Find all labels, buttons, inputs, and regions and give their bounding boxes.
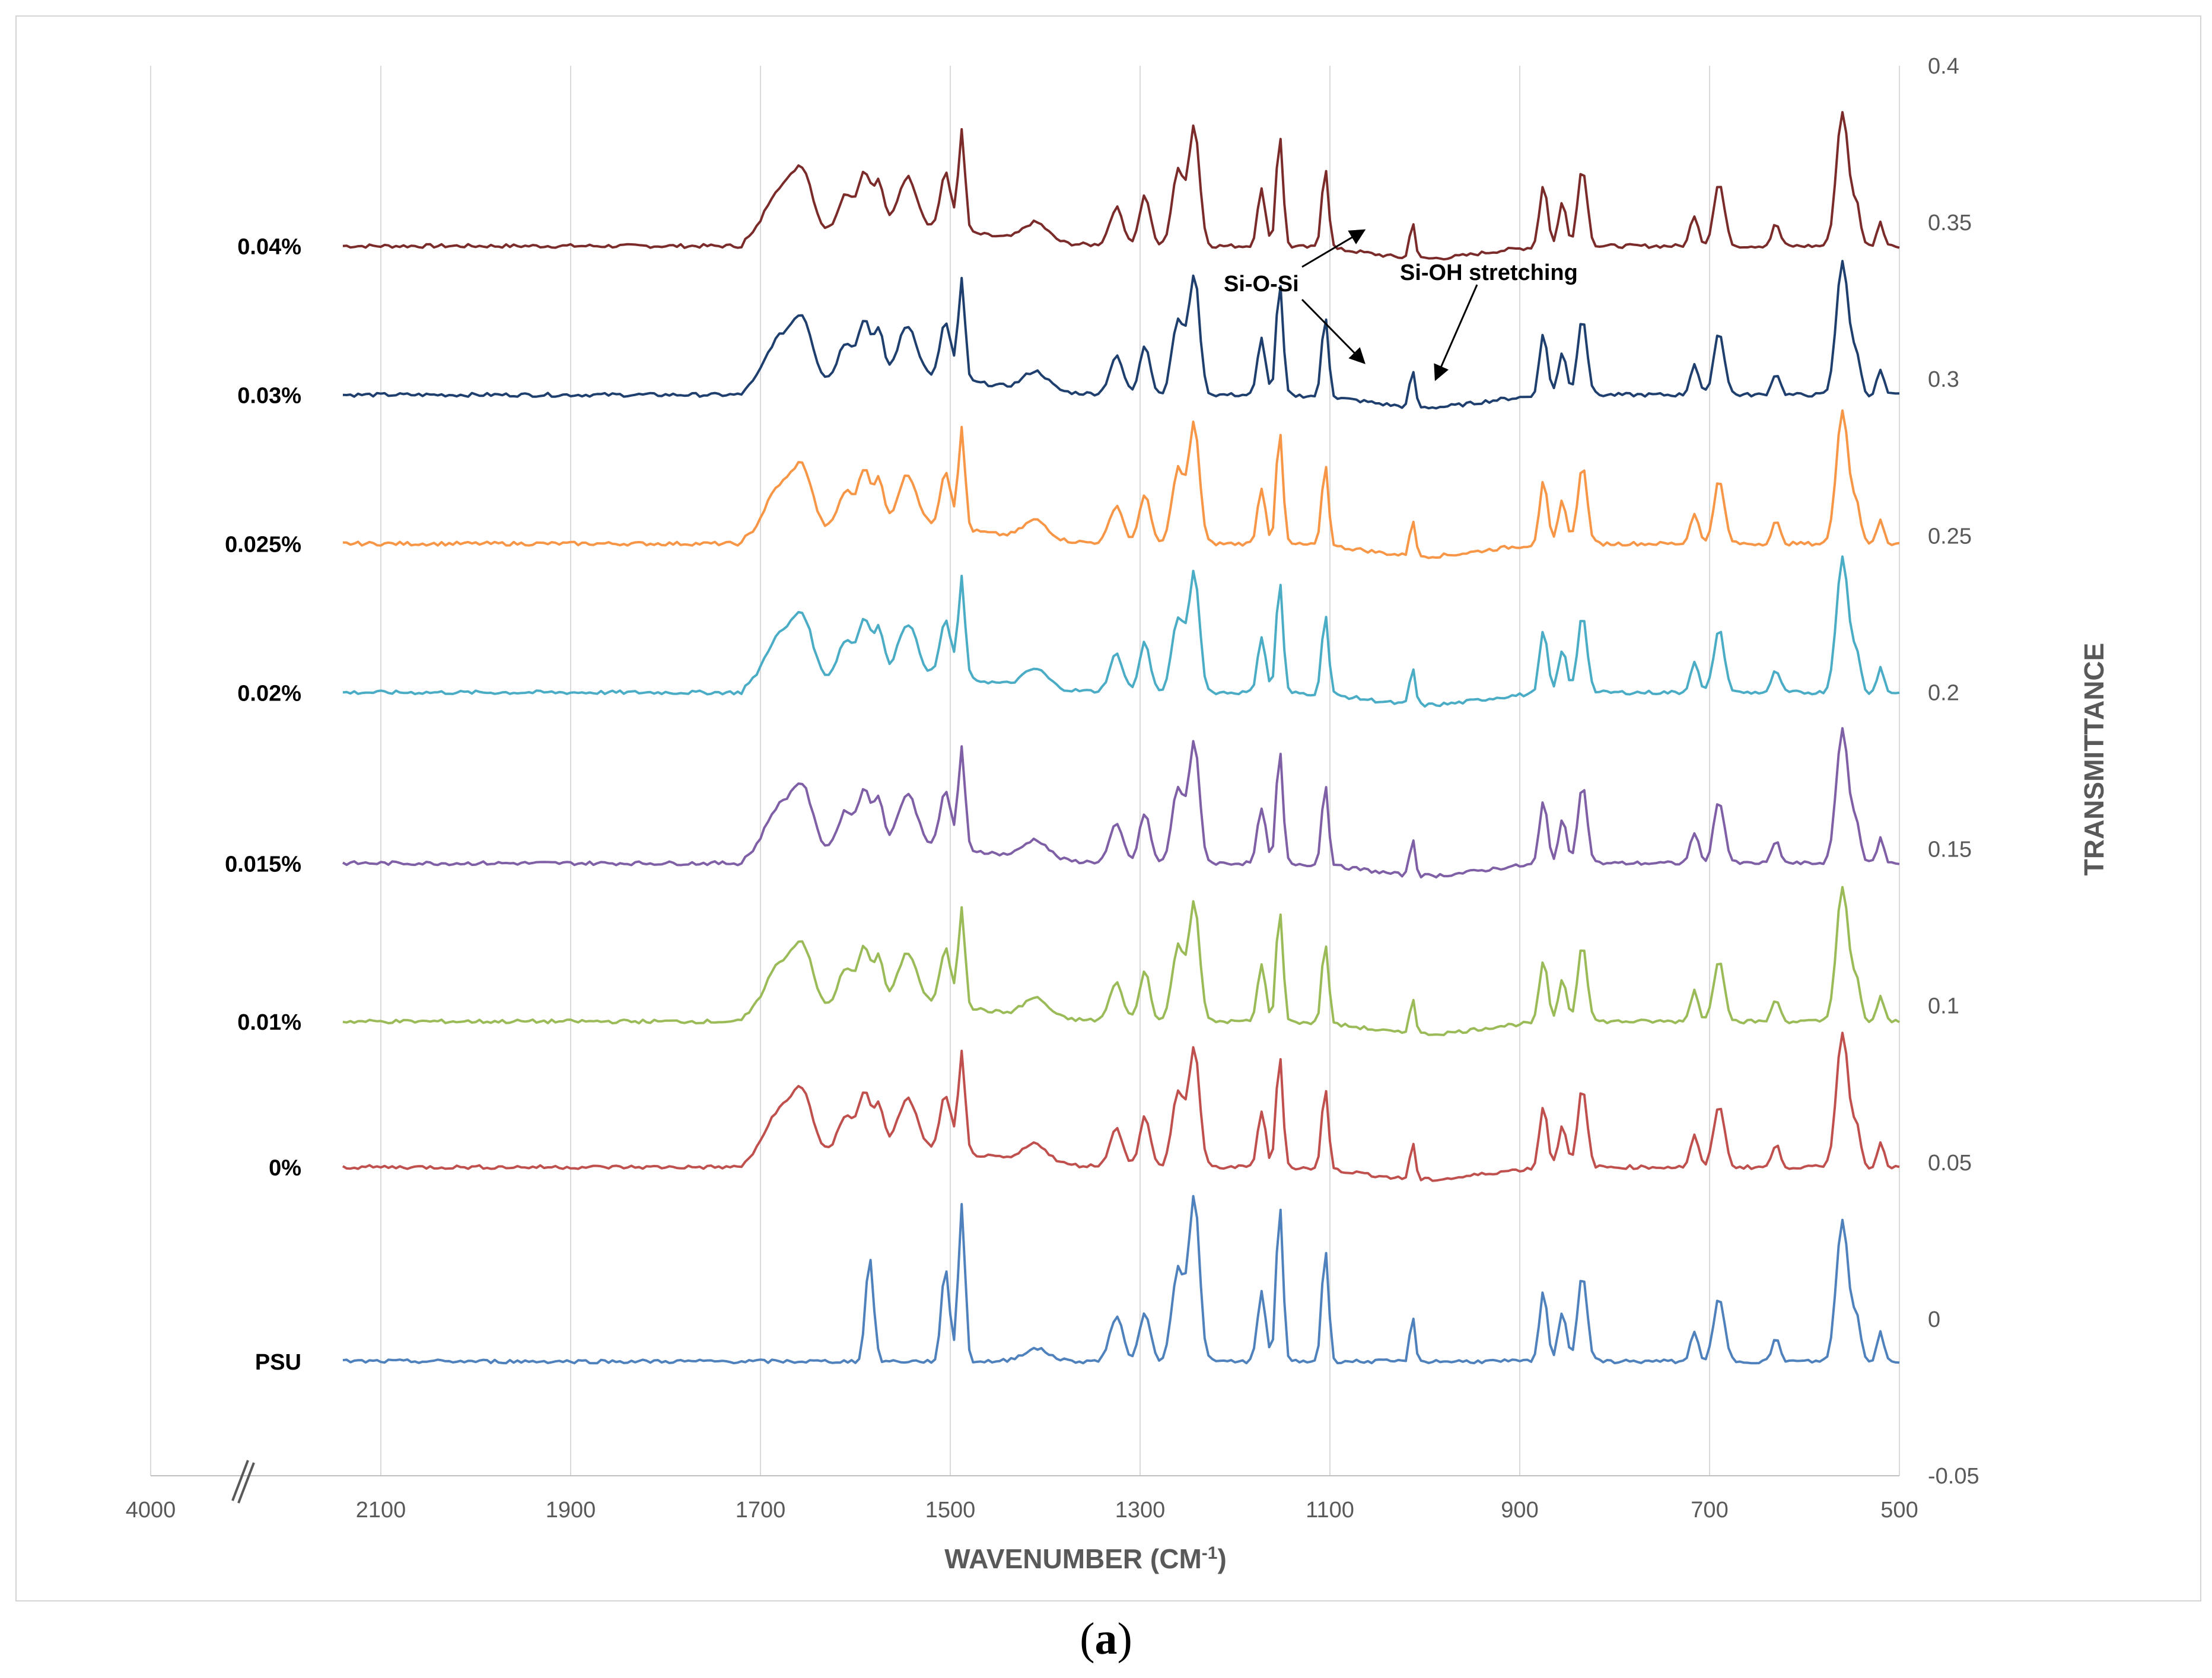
series-line-5 <box>342 886 1901 1036</box>
x-axis-title: WAVENUMBER (CM-1) <box>944 1543 1227 1575</box>
series-line-4 <box>342 727 1900 879</box>
annotation-si-oh: Si-OH stretching <box>1400 260 1578 285</box>
x-tick-label: 4000 <box>126 1498 176 1523</box>
series-line-1 <box>342 260 1900 410</box>
y-tick-label: 0 <box>1928 1307 1940 1332</box>
series-label-1: 0.03% <box>237 384 301 409</box>
axis-break-mark <box>231 1460 249 1501</box>
arrow-si-oh <box>1434 284 1478 381</box>
y-tick-label: 0.1 <box>1928 994 1959 1019</box>
y-tick-label: -0.05 <box>1928 1464 1979 1489</box>
x-axis: 4000 2100 1900 1700 1500 1300 1100 900 700 500 <box>126 1460 1918 1523</box>
arrow-si-o-si-upper <box>1301 229 1366 268</box>
x-tick-label: 500 <box>1880 1498 1918 1523</box>
y-axis: 0.4 0.35 0.3 0.25 0.2 0.15 0.1 0.05 0 -0.05 <box>1928 54 1979 1489</box>
series-label-3: 0.02% <box>237 681 301 706</box>
y-tick-label: 0.3 <box>1928 367 1959 392</box>
y-tick-label: 0.35 <box>1928 211 1972 235</box>
y-axis-title: TRANSMITTANCE <box>2079 643 2109 876</box>
x-tick-label: 2100 <box>356 1498 406 1523</box>
series-line-6 <box>342 1031 1900 1182</box>
annotation-si-o-si: Si-O-Si <box>1224 272 1299 297</box>
series-label-4: 0.015% <box>225 852 301 877</box>
series-group <box>342 111 1901 1365</box>
y-tick-label: 0.05 <box>1928 1151 1972 1176</box>
annotations: Si-O-Si Si-OH stretching <box>1224 229 1578 381</box>
series-line-0 <box>342 111 1900 261</box>
x-tick-label: 900 <box>1501 1498 1538 1523</box>
series-label-6: 0% <box>269 1156 301 1181</box>
grid-lines <box>150 66 1900 1476</box>
x-tick-label: 1100 <box>1306 1498 1354 1523</box>
x-tick-label: 1900 <box>546 1498 596 1523</box>
figure-caption: (a) <box>1080 1614 1132 1664</box>
series-label-5: 0.01% <box>237 1010 301 1035</box>
x-tick-label: 1700 <box>736 1498 786 1523</box>
series-line-2 <box>342 409 1900 559</box>
series-labels: 0.04% 0.03% 0.025% 0.02% 0.015% 0.01% 0% PSU <box>225 235 301 1375</box>
series-line-7 <box>342 1195 1900 1365</box>
series-label-0: 0.04% <box>237 235 301 260</box>
x-tick-label: 1500 <box>925 1498 976 1523</box>
series-label-2: 0.025% <box>225 533 301 558</box>
x-tick-label: 700 <box>1691 1498 1728 1523</box>
y-tick-label: 0.2 <box>1928 680 1959 705</box>
x-tick-label: 1300 <box>1115 1498 1166 1523</box>
caption-letter: a <box>1094 1614 1118 1664</box>
arrow-si-o-si-lower <box>1301 298 1366 364</box>
y-tick-label: 0.4 <box>1928 54 1959 79</box>
series-label-7: PSU <box>255 1350 301 1375</box>
axis-break-mark <box>237 1462 255 1504</box>
y-tick-label: 0.25 <box>1928 524 1972 549</box>
y-tick-label: 0.15 <box>1928 838 1972 862</box>
series-line-3 <box>342 555 1900 708</box>
axis-titles: WAVENUMBER (CM-1) TRANSMITTANCE <box>944 643 2109 1574</box>
